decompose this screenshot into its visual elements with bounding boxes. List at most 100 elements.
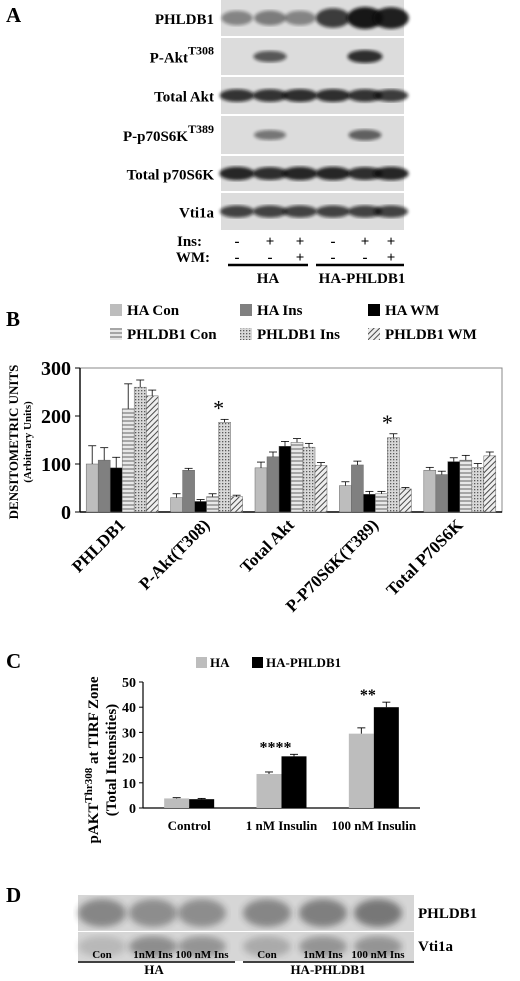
bar-b-0-5 xyxy=(145,395,159,513)
chart-c-ytick-label-5: 50 xyxy=(122,676,136,691)
bar-b-3-4 xyxy=(387,437,400,513)
panel-d-blots xyxy=(78,895,414,961)
bar-b-2-5 xyxy=(314,465,328,513)
wm-sign-3: - xyxy=(331,250,336,266)
blot-d-1-band-0 xyxy=(78,936,126,957)
bar-b-4-1 xyxy=(435,474,449,513)
blot-a-label-3: P-p70S6KT389 xyxy=(123,122,214,145)
blot-a-2-band-5 xyxy=(373,89,409,102)
bar-b-0-2 xyxy=(109,467,123,513)
blot-d-1-band-4 xyxy=(299,936,347,957)
blot-a-0-band-4 xyxy=(347,7,383,29)
lane-d-label-3: Con xyxy=(257,949,277,961)
bar-b-2-2 xyxy=(278,445,292,513)
blot-a-3-band-1 xyxy=(253,129,287,141)
legend-b-label-4: PHLDB1 Ins xyxy=(257,327,340,343)
bar-b-0-1 xyxy=(97,459,111,513)
blot-a-4-band-4 xyxy=(347,166,383,181)
wm-sign-4: - xyxy=(363,250,368,266)
panel-label-a: A xyxy=(6,3,22,27)
bar-b-3-1 xyxy=(351,464,364,513)
panel-b-chart: 0 100 200 300 PHLDB1 P-Akt(T308) Total AktP-P7… xyxy=(41,358,503,616)
blot-d-0-band-5 xyxy=(354,899,402,927)
blot-a-0-band-0 xyxy=(221,10,253,26)
legend-c-swatch-1 xyxy=(252,657,263,668)
legend-c-label-0: HA xyxy=(210,655,230,670)
blot-a-1-band-4 xyxy=(347,49,383,64)
blot-d-0-band-3 xyxy=(243,899,291,927)
significance-b-0: * xyxy=(213,395,224,420)
chart-b-ytick-label-1: 100 xyxy=(41,454,71,476)
blot-d-label-vti1a: Vti1a xyxy=(418,939,453,955)
ins-sign-1: + xyxy=(266,234,275,250)
blot-d-1-band-3 xyxy=(243,936,291,957)
group-label-phldb1: HA-PHLDB1 xyxy=(319,271,406,287)
panel-b-ylabel-line1: DENSITOMETRIC UNITS xyxy=(6,365,21,520)
chart-b-ytick-label-3: 300 xyxy=(41,358,71,380)
blot-a-4-band-1 xyxy=(252,166,288,181)
blot-a-2-band-1 xyxy=(252,89,288,102)
blot-a-4-band-0 xyxy=(219,166,255,181)
bar-b-4-4 xyxy=(471,467,485,513)
blot-a-label-1: P-AktT308 xyxy=(150,44,214,67)
bar-b-2-0 xyxy=(254,467,268,513)
chart-c-ytick-label-3: 30 xyxy=(122,726,136,741)
legend-c-label-1: HA-PHLDB1 xyxy=(266,655,341,670)
wm-label: WM: xyxy=(176,250,210,266)
bar-b-1-2 xyxy=(194,501,207,513)
legend-b-label-1: HA Ins xyxy=(257,303,303,319)
bar-b-3-5 xyxy=(399,488,412,513)
significance-b-1: * xyxy=(382,410,393,435)
chart-b-xlabel-1: P-Akt(T308) xyxy=(135,515,213,593)
legend-b-swatch-0 xyxy=(110,304,122,316)
blot-a-1-band-1 xyxy=(253,50,287,63)
legend-b-label-0: HA Con xyxy=(127,303,180,319)
panel-b-ylabel: DENSITOMETRIC UNITS (Arbitrary Units) xyxy=(6,365,34,520)
ins-label: Ins: xyxy=(177,234,202,250)
chart-c-ytick-label-4: 40 xyxy=(122,701,136,716)
blot-a-5-band-1 xyxy=(252,205,288,218)
panel-b-ylabel-line2: (Arbitrary Units) xyxy=(22,401,34,483)
bar-b-4-2 xyxy=(447,461,461,513)
panel-c-legend: HA HA-PHLDB1 xyxy=(196,655,341,670)
legend-b-label-3: PHLDB1 Con xyxy=(127,327,217,343)
blot-d-0-band-0 xyxy=(78,899,126,927)
group-label-ha: HA xyxy=(257,271,280,287)
blot-a-4-band-3 xyxy=(315,166,351,181)
ins-sign-3: - xyxy=(331,234,336,250)
bar-b-1-4 xyxy=(218,421,231,513)
legend-b-label-5: PHLDB1 WM xyxy=(385,327,477,343)
bar-b-2-1 xyxy=(266,456,280,513)
bar-b-0-0 xyxy=(85,463,99,513)
chart-c-ytick-label-2: 20 xyxy=(122,752,136,767)
blot-a-4-band-5 xyxy=(373,166,409,181)
bar-b-0-3 xyxy=(121,408,135,513)
blot-d-1-band-2 xyxy=(178,936,226,957)
bar-b-3-2 xyxy=(363,493,376,513)
blot-a-0-band-3 xyxy=(315,8,351,28)
bar-c-1-0 xyxy=(256,773,282,808)
bar-b-3-3 xyxy=(375,493,388,513)
blot-a-2-band-3 xyxy=(315,88,351,103)
bar-c-2-1 xyxy=(373,707,399,808)
blot-d-label-phldb1: PHLDB1 xyxy=(418,906,477,922)
blot-d-1-band-5 xyxy=(354,936,402,957)
bar-b-1-1 xyxy=(182,469,195,513)
legend-b-swatch-1 xyxy=(240,304,252,316)
legend-b-label-2: HA WM xyxy=(385,303,439,319)
blot-a-5-band-3 xyxy=(315,205,351,218)
blot-a-label-5: Vti1a xyxy=(179,206,214,222)
panel-c-ylabel-line2: (Total Intensities) xyxy=(104,704,120,816)
panel-label-d: D xyxy=(6,883,21,907)
chart-c-xlabel-1: 1 nM Insulin xyxy=(246,818,318,833)
bar-b-4-5 xyxy=(483,455,497,513)
bar-b-1-5 xyxy=(230,496,243,513)
bar-b-2-3 xyxy=(290,442,304,513)
blot-a-2-band-4 xyxy=(347,89,383,102)
lane-d-label-4: 1nM Ins xyxy=(303,949,343,961)
wm-sign-0: - xyxy=(235,250,240,266)
blot-d-0-band-1 xyxy=(129,899,177,927)
chart-c-xlabel-2: 100 nM Insulin xyxy=(332,818,417,833)
panel-label-c: C xyxy=(6,649,21,673)
lane-d-label-5: 100 nM Ins xyxy=(351,949,405,961)
